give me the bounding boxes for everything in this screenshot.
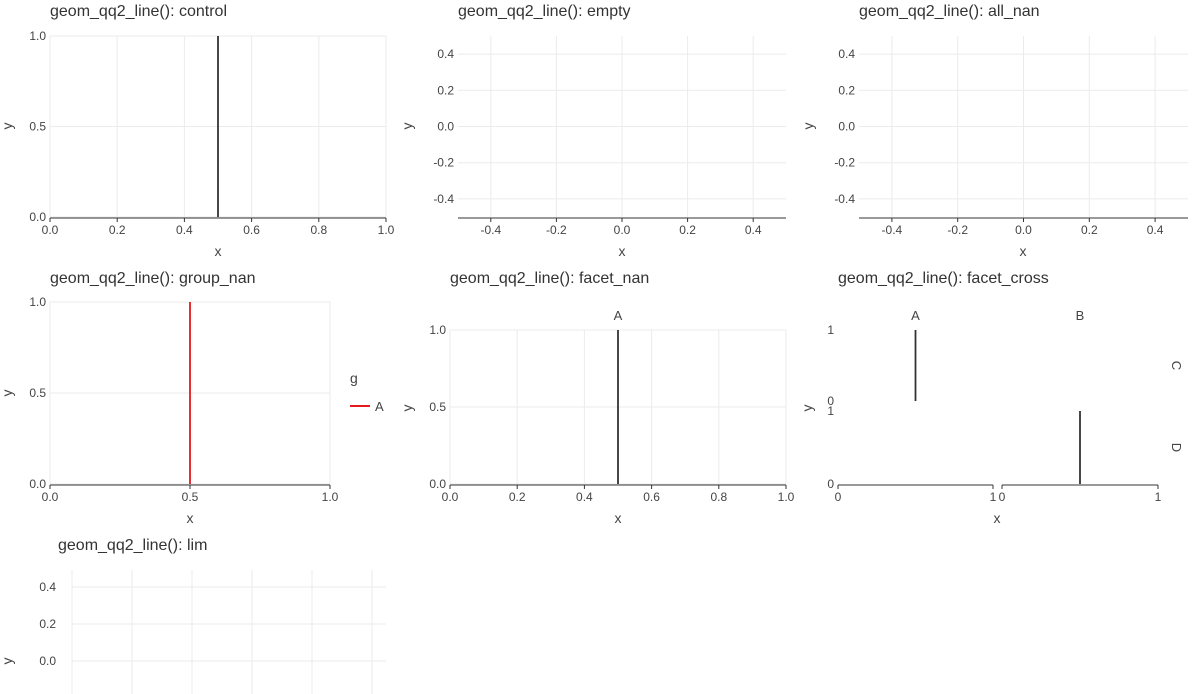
plot-all-nan: geom_qq2_line(): all_nan -0.4 -0.2 0.0 0.2 0.…: [800, 3, 1188, 259]
x-tick-label: 0.0: [1015, 223, 1032, 237]
x-tick-label: -0.2: [947, 223, 968, 237]
plot-control: geom_qq2_line(): control 0.0 0.2 0.4 0.6 0.8 1…: [0, 3, 395, 259]
y-tick-label: 0.5: [29, 386, 46, 400]
x-tick-label: 1.0: [778, 490, 795, 504]
x-tick-label: -0.4: [882, 223, 903, 237]
x-tick-label: 1.0: [378, 223, 395, 237]
y-tick-label: 1.0: [29, 295, 46, 309]
x-tick-label: 0.0: [442, 490, 459, 504]
x-axis-label: x: [187, 510, 194, 526]
x-tick-label: 1: [1155, 490, 1162, 504]
plot-lim: geom_qq2_line(): lim 0.4 0.2 0.0 y: [0, 537, 386, 694]
x-tick-label: 0.8: [310, 223, 327, 237]
y-tick-label: 0.0: [39, 654, 56, 668]
y-tick-label: 0: [827, 477, 834, 491]
plot-title: geom_qq2_line(): empty: [458, 3, 631, 20]
x-tick-label: 0: [999, 490, 1006, 504]
y-axis-label: y: [799, 405, 815, 412]
x-tick-label: 0: [835, 490, 842, 504]
y-tick-label: 1: [827, 323, 834, 337]
y-tick-label: -0.2: [433, 156, 454, 170]
y-tick-label: 0.2: [838, 83, 855, 97]
y-tick-label: 1.0: [29, 29, 46, 43]
x-tick-label: 0.0: [614, 223, 631, 237]
x-tick-label: 1.0: [322, 490, 339, 504]
y-axis-label: y: [800, 123, 816, 130]
plot-title: geom_qq2_line(): facet_nan: [450, 270, 649, 287]
y-tick-label: 0.0: [29, 477, 46, 491]
plot-title: geom_qq2_line(): all_nan: [859, 3, 1040, 20]
facet-strip-col: A: [911, 308, 920, 323]
y-tick-label: 0.4: [437, 47, 454, 61]
y-tick-label: -0.4: [433, 192, 454, 206]
y-tick-label: 0: [827, 394, 834, 408]
y-axis-label: y: [0, 123, 15, 130]
x-tick-label: 0.5: [182, 490, 199, 504]
y-axis-label: y: [0, 390, 15, 397]
x-tick-label: 0.0: [42, 490, 59, 504]
x-tick-label: 0.6: [643, 490, 660, 504]
x-tick-label: 0.0: [42, 223, 59, 237]
plot-empty: geom_qq2_line(): empty -0.4 -0.2 0.0 0.2 0.4 -…: [399, 3, 786, 259]
y-tick-label: -0.2: [834, 156, 855, 170]
x-axis-label: x: [1020, 243, 1027, 259]
y-tick-label: 0.4: [39, 580, 56, 594]
facet-strip-row: C: [1169, 361, 1184, 370]
x-tick-label: 0.4: [576, 490, 593, 504]
y-tick-label: 0.0: [429, 477, 446, 491]
x-tick-label: -0.4: [480, 223, 501, 237]
x-tick-label: 0.2: [509, 490, 526, 504]
x-tick-label: 0.2: [109, 223, 126, 237]
x-axis-label: x: [215, 243, 222, 259]
x-tick-label: 0.6: [243, 223, 260, 237]
x-tick-label: 0.4: [176, 223, 193, 237]
y-axis-label: y: [399, 405, 415, 412]
plot-group-nan: geom_qq2_line(): group_nan 0.0 0.5 1.0 0.0 0.…: [0, 270, 384, 526]
y-axis-label: y: [0, 658, 15, 665]
x-axis-label: x: [615, 510, 622, 526]
x-tick-label: 0.4: [1147, 223, 1164, 237]
legend-item-label: A: [375, 399, 384, 414]
x-axis-label: x: [619, 243, 626, 259]
y-tick-label: 0.2: [437, 83, 454, 97]
plot-title: geom_qq2_line(): control: [50, 3, 227, 20]
facet-strip-row: D: [1169, 443, 1184, 452]
plot-title: geom_qq2_line(): facet_cross: [838, 270, 1049, 287]
x-tick-label: 0.4: [745, 223, 762, 237]
facet-strip-col: B: [1076, 308, 1085, 323]
y-tick-label: 0.2: [39, 617, 56, 631]
x-tick-label: -0.2: [546, 223, 567, 237]
legend: gA: [350, 370, 384, 414]
facet-strip: A: [614, 308, 623, 323]
y-tick-label: 0.0: [437, 120, 454, 134]
y-tick-label: 0.4: [838, 47, 855, 61]
plot-title: geom_qq2_line(): group_nan: [50, 270, 255, 287]
y-tick-label: 1: [827, 404, 834, 418]
y-tick-label: 0.5: [429, 400, 446, 414]
y-tick-label: 1.0: [429, 323, 446, 337]
x-tick-label: 1: [990, 490, 997, 504]
plot-facet-nan: geom_qq2_line(): facet_nan A 0.0 0.2 0.4 0.6 0…: [399, 270, 795, 526]
y-tick-label: -0.4: [834, 192, 855, 206]
y-tick-label: 0.5: [29, 120, 46, 134]
x-axis-label: x: [994, 510, 1001, 526]
legend-title: g: [350, 370, 358, 386]
x-tick-label: 0.2: [1081, 223, 1098, 237]
y-tick-label: 0.0: [838, 120, 855, 134]
x-tick-label: 0.2: [679, 223, 696, 237]
y-axis-label: y: [399, 123, 415, 130]
y-tick-label: 0.0: [29, 210, 46, 224]
plot-title: geom_qq2_line(): lim: [58, 537, 207, 554]
x-tick-label: 0.8: [710, 490, 727, 504]
